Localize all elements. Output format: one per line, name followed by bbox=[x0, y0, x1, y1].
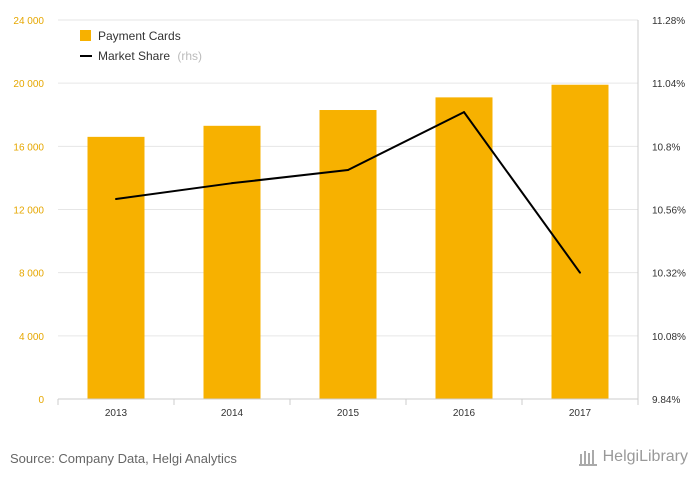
bar-payment-cards bbox=[435, 97, 493, 400]
left-tick-label: 8 000 bbox=[19, 269, 44, 280]
right-tick-label: 10.8% bbox=[652, 142, 680, 153]
x-tick-label: 2016 bbox=[453, 408, 476, 419]
right-tick-label: 10.08% bbox=[652, 332, 686, 343]
market-share-series bbox=[115, 111, 581, 274]
legend-label-payment-cards: Payment Cards bbox=[98, 29, 181, 43]
right-tick-label: 9.84% bbox=[652, 395, 680, 406]
left-tick-label: 20 000 bbox=[13, 79, 44, 90]
bars bbox=[87, 84, 609, 400]
x-tick-label: 2017 bbox=[569, 408, 592, 419]
point-market-share bbox=[231, 182, 233, 185]
point-market-share bbox=[347, 169, 349, 172]
left-tick-label: 24 000 bbox=[13, 16, 44, 27]
left-tick-label: 12 000 bbox=[13, 206, 44, 217]
chart: 0 9.84% 4 000 10.08% 8 000 10.32% 12 000 10.56%… bbox=[13, 16, 686, 419]
x-tick-label: 2014 bbox=[221, 408, 244, 419]
x-tick-label: 2015 bbox=[337, 408, 360, 419]
bar-payment-cards bbox=[319, 110, 377, 399]
bar-payment-cards bbox=[203, 125, 261, 399]
brand-logo: HelgiLibrary bbox=[578, 448, 688, 466]
legend-market-share-text: Market Share bbox=[98, 49, 170, 63]
bar-payment-cards bbox=[551, 84, 609, 399]
legend-label-market-share: Market Share (rhs) bbox=[98, 49, 202, 63]
right-tick-label: 10.32% bbox=[652, 269, 686, 280]
legend: Payment Cards Market Share (rhs) bbox=[80, 29, 202, 63]
source-note: Source: Company Data, Helgi Analytics bbox=[10, 451, 237, 466]
right-tick-label: 10.56% bbox=[652, 206, 686, 217]
right-tick-label: 11.04% bbox=[652, 79, 685, 90]
point-market-share bbox=[579, 271, 581, 274]
left-tick-label: 16 000 bbox=[13, 142, 44, 153]
axes: 0 9.84% 4 000 10.08% 8 000 10.32% 12 000 10.56%… bbox=[13, 16, 686, 419]
bar-payment-cards bbox=[87, 136, 145, 399]
left-tick-label: 4 000 bbox=[19, 332, 44, 343]
left-tick-label: 0 bbox=[38, 395, 44, 406]
legend-market-share-suffix: (rhs) bbox=[177, 49, 202, 63]
library-icon bbox=[578, 450, 597, 466]
brand-name: HelgiLibrary bbox=[602, 448, 688, 465]
legend-swatch-payment-cards bbox=[80, 30, 91, 41]
x-tick-label: 2013 bbox=[105, 408, 128, 419]
right-tick-label: 11.28% bbox=[652, 16, 685, 27]
point-market-share bbox=[463, 111, 465, 114]
point-market-share bbox=[115, 197, 117, 200]
